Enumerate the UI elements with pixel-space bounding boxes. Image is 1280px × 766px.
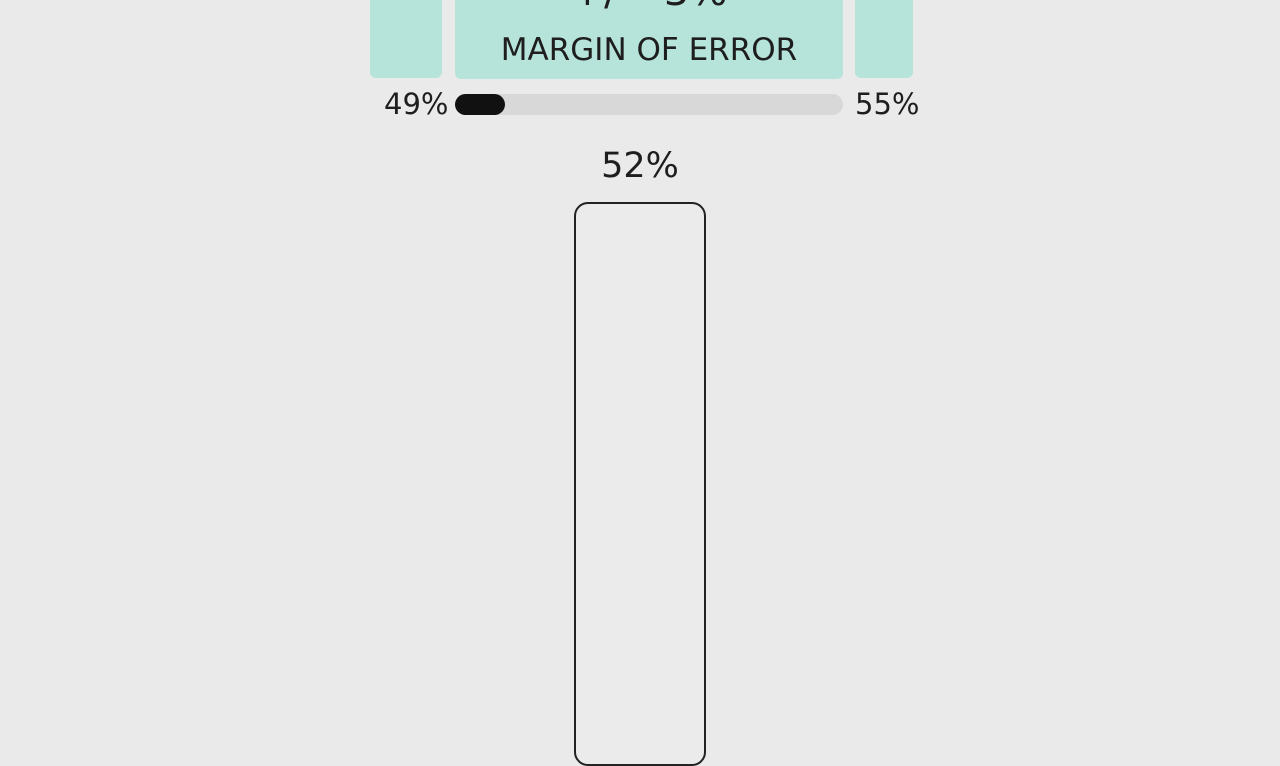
margin-of-error-value: +/− 3% bbox=[455, 0, 843, 16]
estimate-value: 52% bbox=[601, 146, 679, 186]
estimate-bar bbox=[574, 202, 706, 766]
left-panel bbox=[370, 0, 442, 78]
margin-of-error-panel: +/− 3% MARGIN OF ERROR bbox=[455, 0, 843, 79]
range-high-label: 55% bbox=[855, 87, 920, 121]
margin-of-error-label: MARGIN OF ERROR bbox=[500, 32, 798, 68]
right-panel bbox=[855, 0, 913, 78]
range-bar bbox=[455, 94, 843, 115]
range-low-label: 49% bbox=[384, 87, 449, 121]
range-bar-fill bbox=[455, 94, 506, 115]
